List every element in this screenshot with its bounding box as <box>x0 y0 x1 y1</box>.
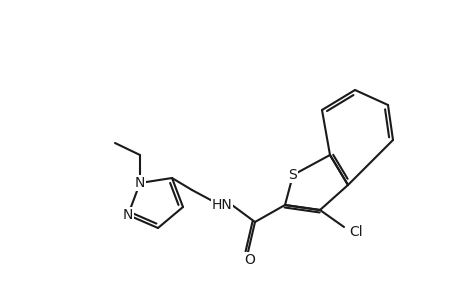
Text: N: N <box>123 208 133 222</box>
Text: N: N <box>134 176 145 190</box>
Text: S: S <box>288 168 297 182</box>
Text: O: O <box>244 253 255 267</box>
Text: Cl: Cl <box>348 225 362 239</box>
Text: HN: HN <box>211 198 232 212</box>
